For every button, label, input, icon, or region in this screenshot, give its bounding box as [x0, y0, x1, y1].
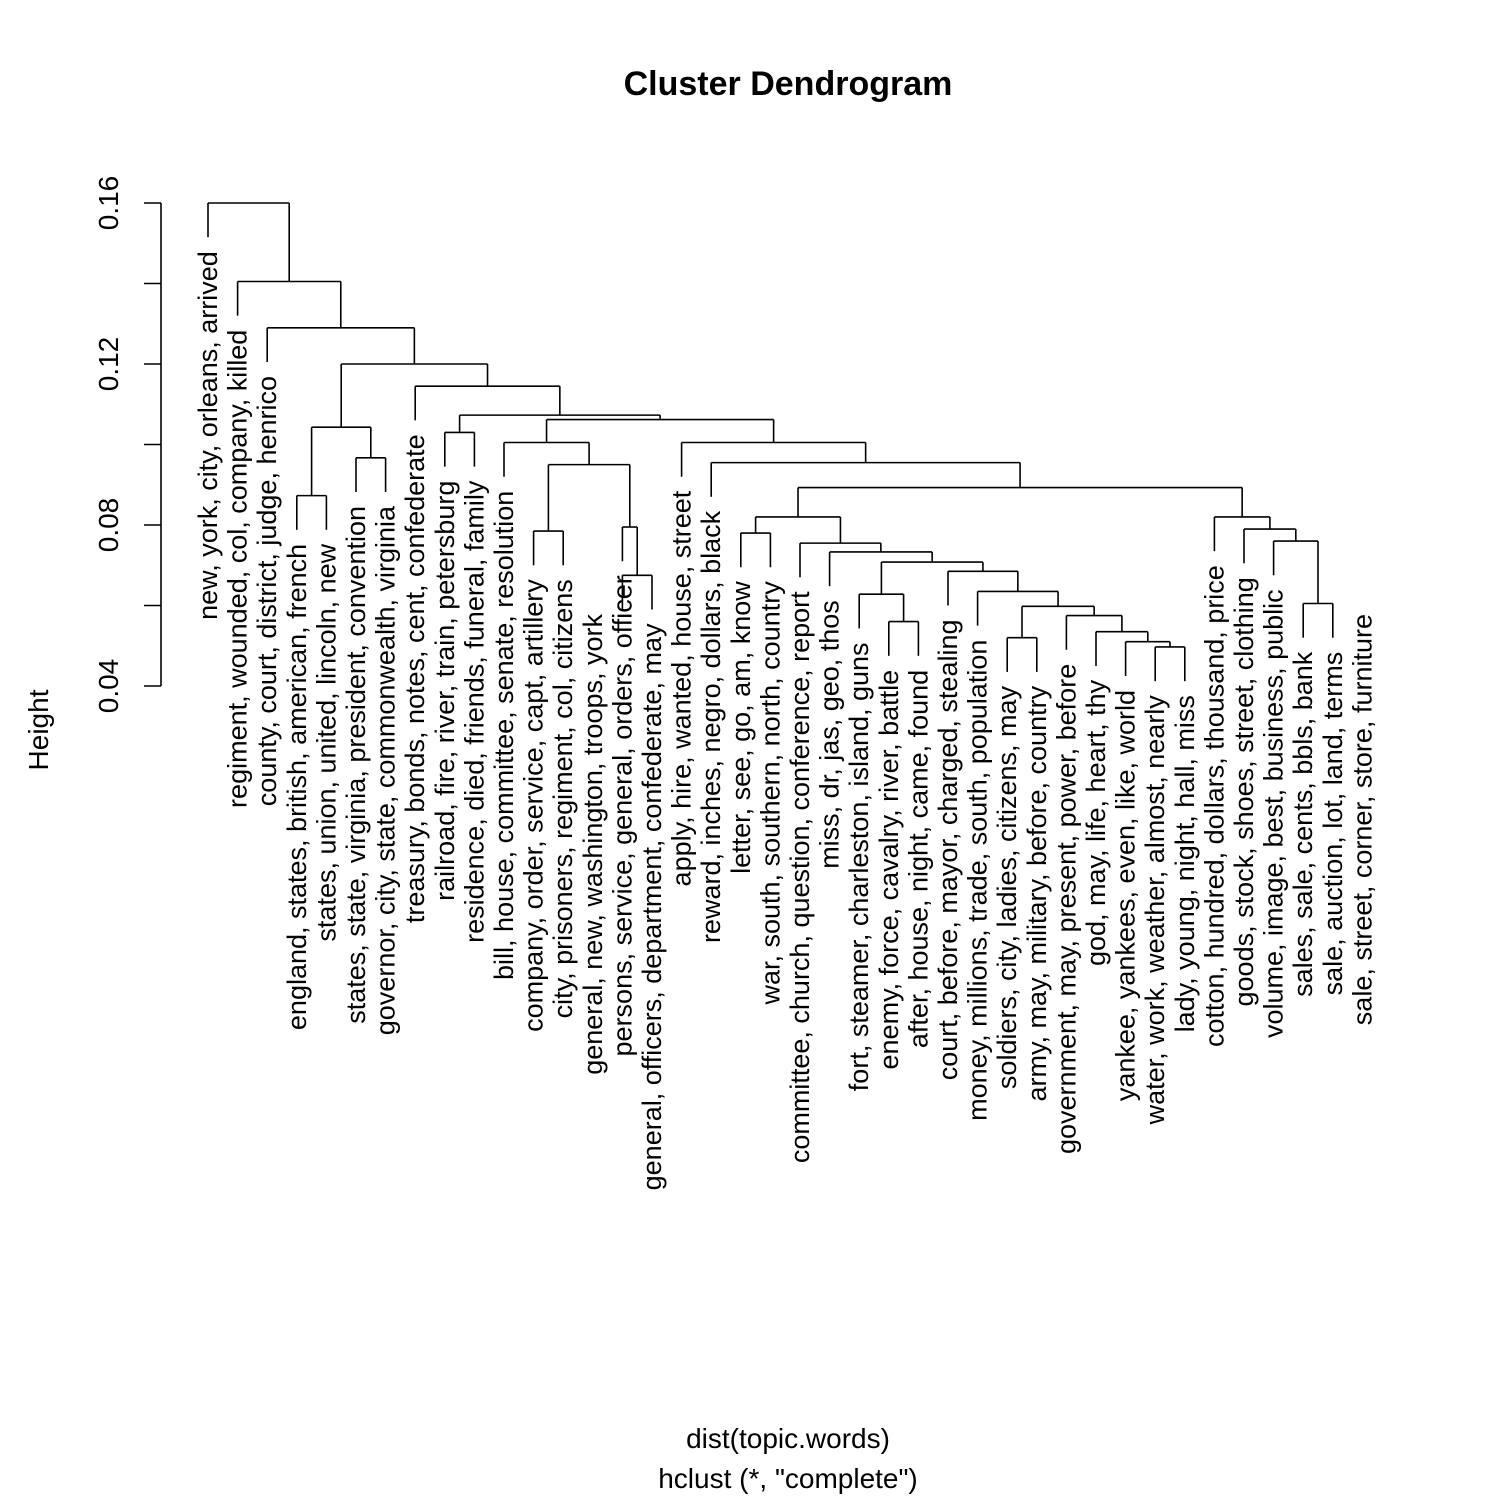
- leaf-label: apply, hire, wanted, house, street: [667, 490, 697, 886]
- y-tick-label: 0.12: [93, 337, 124, 392]
- leaf-label: government, may, present, power, before: [1051, 664, 1081, 1154]
- leaf-label: sales, sale, cents, bbls, bank: [1288, 651, 1318, 997]
- leaf-label: sale, street, corner, store, furniture: [1347, 614, 1377, 1025]
- leaf-label: cotton, hundred, dollars, thousand, pric…: [1199, 565, 1229, 1047]
- leaf-label: yankee, yankees, even, like, world: [1111, 690, 1141, 1101]
- leaf-label: miss, dr, jas, geo, thos: [815, 600, 845, 869]
- leaf-label: city, prisoners, regiment, col, citizens: [548, 579, 578, 1018]
- leaf-label: county, court, district, judge, henrico: [252, 376, 282, 806]
- y-tick-label: 0.16: [93, 176, 124, 231]
- leaf-label: regiment, wounded, col, company, killed: [223, 330, 253, 808]
- leaf-label: enemy, force, cavalry, river, battle: [874, 670, 904, 1070]
- leaf-label: water, work, weather, almost, nearly: [1140, 695, 1170, 1126]
- dendrogram-tree: [207, 202, 1334, 682]
- leaf-label: bill, house, committee, senate, resoluti…: [489, 491, 519, 980]
- leaf-label: railroad, fire, river, train, petersburg: [430, 481, 460, 901]
- chart-subtitle: hclust (*, "complete"): [658, 1463, 918, 1494]
- leaf-label: new, york, city, orleans, arrived: [193, 251, 223, 620]
- leaf-label: residence, died, friends, funeral, famil…: [459, 480, 489, 943]
- leaf-label: governor, city, state, commonwealth, vir…: [371, 505, 401, 1035]
- leaf-label: general, new, washington, troops, york: [578, 614, 608, 1075]
- leaf-label: soldiers, city, ladies, citizens, may: [992, 685, 1022, 1089]
- y-axis-label: Height: [23, 689, 54, 770]
- leaf-label: company, order, service, capt, artillery: [519, 579, 549, 1032]
- leaf-label: after, house, night, came, found: [903, 670, 933, 1048]
- leaf-label: letter, see, go, am, know: [726, 581, 756, 874]
- leaf-label: goods, stock, shoes, street, clothing: [1229, 577, 1259, 1006]
- leaf-label: lady, young, night, hall, miss: [1170, 695, 1200, 1032]
- leaf-label: england, states, british, american, fren…: [282, 544, 312, 1030]
- x-axis-label: dist(topic.words): [686, 1423, 890, 1454]
- leaf-label: treasury, bonds, notes, cent, confederat…: [400, 434, 430, 923]
- leaf-label: states, union, united, lincoln, new: [311, 543, 341, 941]
- leaf-labels: new, york, city, orleans, arrived regimen…: [193, 251, 1377, 1190]
- leaf-label: army, may, military, before, country: [1022, 685, 1052, 1101]
- leaf-label: god, may, life, heart, thy: [1081, 679, 1111, 966]
- leaf-label: money, millions, trade, south, populatio…: [963, 640, 993, 1121]
- leaf-label: fort, steamer, charleston, island, guns: [844, 642, 874, 1091]
- leaf-label: states, state, virginia, president, conv…: [341, 506, 371, 1024]
- y-axis: 0.04 0.08 0.12 0.16: [93, 176, 162, 714]
- leaf-label: persons, service, general, orders, offic…: [607, 575, 637, 1056]
- leaf-label: reward, inches, negro, dollars, black: [696, 510, 726, 943]
- leaf-label: general, officers, department, confedera…: [637, 623, 667, 1190]
- leaf-label: volume, image, best, business, public: [1259, 589, 1289, 1038]
- y-tick-label: 0.08: [93, 498, 124, 553]
- leaf-label: sale, auction, lot, land, terms: [1318, 652, 1348, 996]
- y-tick-label: 0.04: [93, 659, 124, 714]
- leaf-label: court, before, mayor, charged, stealing: [933, 620, 963, 1081]
- chart-title: Cluster Dendrogram: [624, 65, 953, 103]
- leaf-label: war, south, southern, north, country: [755, 581, 785, 1006]
- leaf-label: committee, church, question, conference,…: [785, 591, 815, 1163]
